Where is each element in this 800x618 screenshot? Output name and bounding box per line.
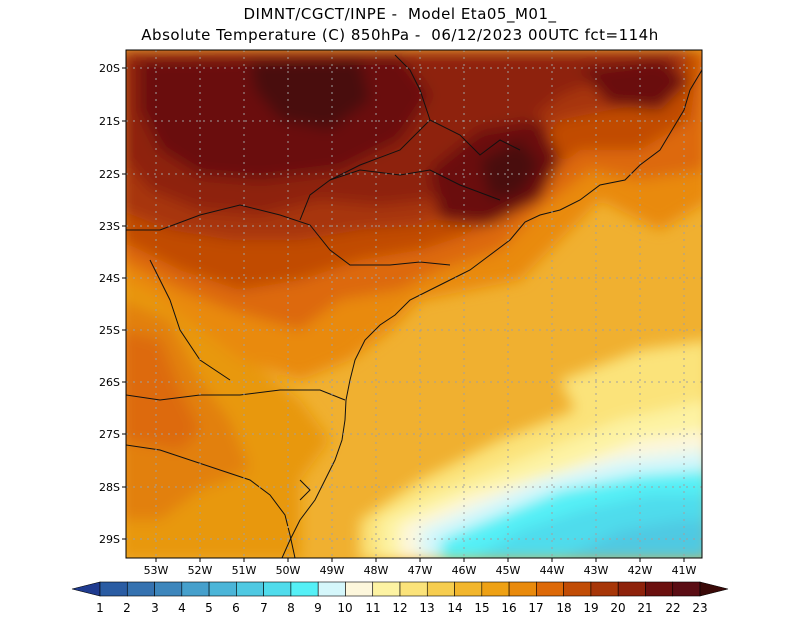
colorbar-label: 13 xyxy=(419,601,434,615)
colorbar-label: 9 xyxy=(314,601,322,615)
lon-ticks xyxy=(155,558,685,562)
colorbar-arrow-high xyxy=(699,581,729,597)
lon-label: 44W xyxy=(540,564,565,577)
lat-label: 27S xyxy=(99,428,120,441)
colorbar-swatch xyxy=(181,581,210,597)
colorbar-label: 1 xyxy=(96,601,104,615)
colorbar-label: 17 xyxy=(528,601,543,615)
lon-label: 42W xyxy=(628,564,653,577)
lat-label: 22S xyxy=(99,168,120,181)
colorbar-label: 20 xyxy=(610,601,625,615)
colorbar-swatch xyxy=(426,581,455,597)
colorbar-label: 23 xyxy=(692,601,707,615)
lat-label: 23S xyxy=(99,220,120,233)
lat-label: 26S xyxy=(99,376,120,389)
colorbar-swatch xyxy=(99,581,128,597)
lon-label: 45W xyxy=(496,564,521,577)
colorbar-label: 16 xyxy=(501,601,516,615)
colorbar-label: 19 xyxy=(583,601,598,615)
lon-label: 46W xyxy=(452,564,477,577)
colorbar-label: 21 xyxy=(637,601,652,615)
colorbar-swatch xyxy=(154,581,183,597)
colorbar-swatch xyxy=(399,581,428,597)
lon-label: 43W xyxy=(584,564,609,577)
colorbar-swatch xyxy=(672,581,701,597)
colorbar-label: 11 xyxy=(365,601,380,615)
lon-label: 50W xyxy=(276,564,301,577)
colorbar-label: 6 xyxy=(232,601,240,615)
colorbar-swatch xyxy=(481,581,510,597)
coastline xyxy=(126,54,702,558)
lat-label: 25S xyxy=(99,324,120,337)
colorbar-label: 10 xyxy=(337,601,352,615)
graticule xyxy=(126,50,702,558)
colorbar-swatch xyxy=(317,581,346,597)
colorbar-swatch xyxy=(645,581,674,597)
colorbar-label: 4 xyxy=(178,601,186,615)
colorbar-arrow-low xyxy=(71,581,101,597)
map-frame xyxy=(125,49,703,559)
colorbar-label: 14 xyxy=(447,601,462,615)
colorbar-label: 12 xyxy=(392,601,407,615)
lat-label: 20S xyxy=(99,62,120,75)
colorbar-label: 5 xyxy=(205,601,213,615)
colorbar-swatch xyxy=(372,581,401,597)
temperature-field xyxy=(126,50,702,558)
lon-label: 52W xyxy=(188,564,213,577)
lon-label: 53W xyxy=(144,564,169,577)
colorbar-swatch xyxy=(617,581,646,597)
colorbar-swatch xyxy=(454,581,483,597)
colorbar-swatch xyxy=(208,581,237,597)
lon-label: 41W xyxy=(672,564,697,577)
colorbar-swatch xyxy=(345,581,374,597)
colorbar-swatch xyxy=(236,581,264,597)
colorbar xyxy=(71,581,729,597)
colorbar-swatch xyxy=(290,581,319,597)
colorbar-label: 3 xyxy=(151,601,159,615)
colorbar-label: 2 xyxy=(123,601,131,615)
colorbar-label: 15 xyxy=(474,601,489,615)
colorbar-swatch xyxy=(536,581,564,597)
lat-label: 29S xyxy=(99,533,120,546)
colorbar-label: 18 xyxy=(556,601,571,615)
map-subtitle: Absolute Temperature (C) 850hPa - 06/12/… xyxy=(141,26,659,44)
lon-label: 48W xyxy=(364,564,389,577)
colorbar-swatch xyxy=(508,581,537,597)
lat-label: 24S xyxy=(99,272,120,285)
colorbar-swatch xyxy=(263,581,292,597)
lon-label: 47W xyxy=(408,564,433,577)
colorbar-swatch xyxy=(563,581,592,597)
map-title: DIMNT/CGCT/INPE - Model Eta05_M01_ xyxy=(243,5,557,23)
colorbar-label: 7 xyxy=(260,601,268,615)
colorbar-swatch xyxy=(590,581,619,597)
lon-label: 51W xyxy=(232,564,257,577)
colorbar-swatch xyxy=(126,581,155,597)
colorbar-label: 22 xyxy=(665,601,680,615)
lat-label: 28S xyxy=(99,481,120,494)
colorbar-label: 8 xyxy=(287,601,295,615)
lat-ticks xyxy=(122,67,126,540)
lon-label: 49W xyxy=(320,564,345,577)
lat-label: 21S xyxy=(99,115,120,128)
